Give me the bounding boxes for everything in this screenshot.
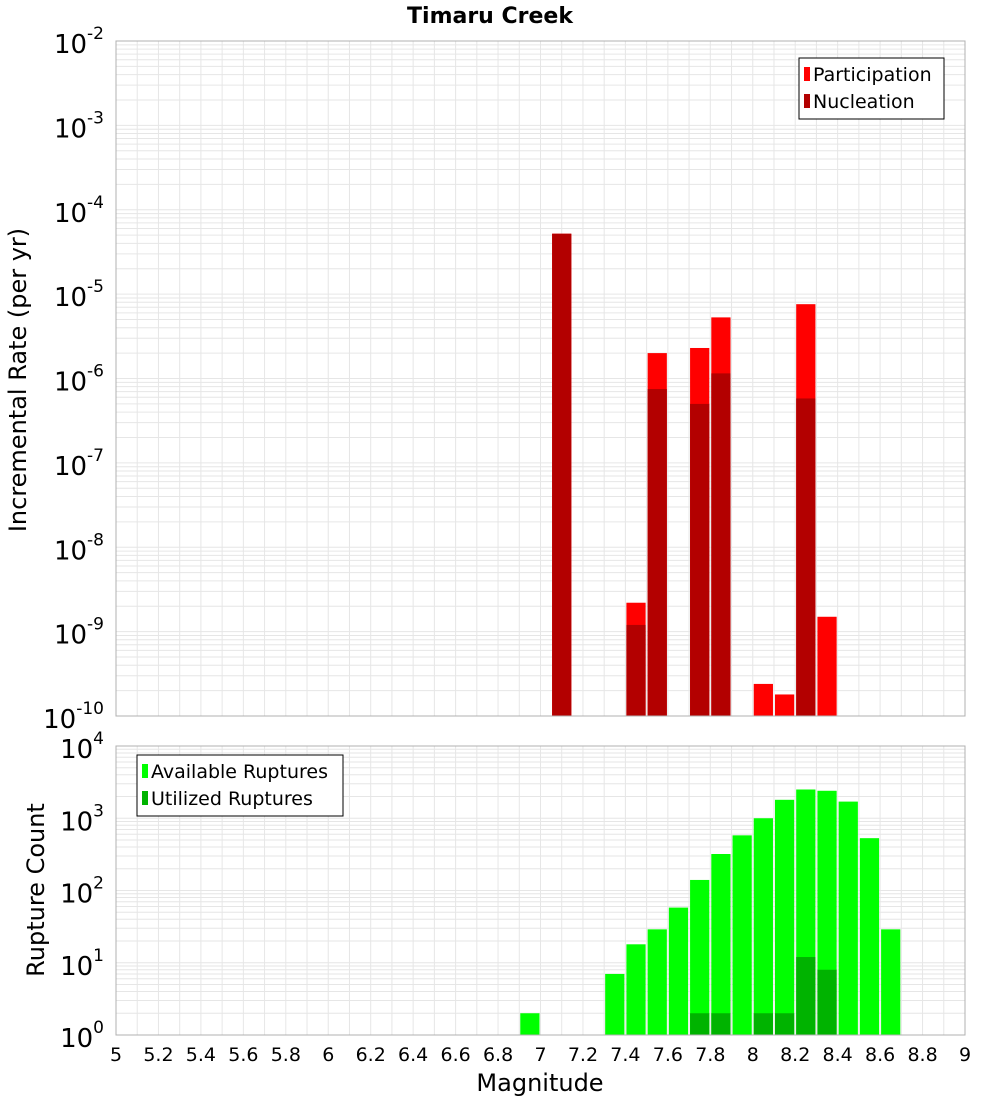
top-y-tick-label: 10-8 [54,530,104,566]
bottom-legend-swatch [142,764,148,778]
x-axis-label: Magnitude [476,1069,603,1097]
bottom-y-tick-label: 104 [60,729,104,765]
top-plot-frame [115,40,966,717]
x-tick-label: 5.8 [271,1044,301,1066]
bottom-legend-box [136,754,344,817]
bottom-bar [626,944,646,1035]
bottom-series-1 [690,957,837,1035]
x-tick-label: 6.6 [440,1044,470,1066]
x-tick-label: 6.8 [483,1044,513,1066]
top-y-tick-label: 10-4 [54,193,104,229]
x-tick-label: 5.2 [143,1044,173,1066]
top-y-tick-label: 10-6 [54,362,104,398]
bottom-y-tick-label: 101 [60,946,104,982]
bottom-bar [774,799,795,1035]
bottom-y-tick-label: 102 [60,874,104,910]
top-y-tick-label: 10-10 [43,699,104,735]
x-tick-label: 7.4 [610,1044,640,1066]
bottom-bar [690,879,710,1035]
x-tick-label: 5.6 [228,1044,258,1066]
x-tick-label: 8.4 [823,1044,853,1066]
bottom-bar [838,801,858,1035]
x-tick-label: 5.4 [186,1044,216,1066]
top-bar [647,389,667,716]
bottom-bar [711,1013,731,1035]
bottom-bar [753,1013,773,1035]
bottom-bar [796,957,816,1035]
x-tick-label: 6.4 [398,1044,428,1066]
bottom-legend: Available Ruptures Utilized Ruptures [136,754,344,817]
x-tick-labels: 5 5.2 5.4 5.6 5.8 6 6.2 6.4 6.6 6.8 7 7.2 7.4 7.6 7.8 8… [110,1044,971,1066]
top-bar [774,694,795,716]
bottom-bar [647,929,667,1035]
top-legend-label: Participation [813,64,932,86]
top-bar [796,398,816,716]
top-bar [753,683,773,716]
top-bar [711,373,731,716]
bottom-bar [732,835,752,1035]
chart-title: Timaru Creek [407,4,574,29]
x-tick-label: 8.2 [780,1044,810,1066]
bottom-series-0 [520,789,901,1035]
top-y-tick-label: 10-5 [54,277,104,313]
bottom-bar [859,838,880,1035]
top-legend-swatch [804,94,810,108]
bottom-y-tick-label: 103 [60,801,104,837]
x-tick-label: 8.6 [865,1044,895,1066]
bottom-legend-label: Utilized Ruptures [151,788,313,810]
bottom-bar [817,969,837,1035]
top-y-tick-label: 10-9 [54,615,104,651]
x-tick-label: 9 [959,1044,971,1066]
bottom-bar [690,1013,710,1035]
bottom-bar [668,907,689,1035]
bottom-bar [520,1013,540,1035]
top-legend-box [798,57,945,120]
top-y-tick-label: 10-2 [54,24,104,60]
x-tick-label: 8 [747,1044,759,1066]
x-tick-label: 7 [534,1044,546,1066]
top-y-axis-label: Incremental Rate (per yr) [4,228,32,532]
bottom-bar [605,973,625,1035]
top-plot-panel: 10-10 10-9 10-8 10-7 10-6 10-5 10-4 10-3 10-2 Par… [43,24,966,735]
x-tick-label: 7.8 [695,1044,725,1066]
bottom-bar [774,1013,795,1035]
x-tick-label: 5 [110,1044,122,1066]
top-legend-label: Nucleation [813,91,915,113]
top-bar [552,233,572,716]
x-tick-label: 7.6 [653,1044,683,1066]
bottom-bar [753,818,773,1035]
top-bar [690,403,710,716]
top-grid [115,41,966,717]
x-tick-label: 8.8 [907,1044,937,1066]
top-bar [817,616,837,716]
bottom-legend-swatch [142,791,148,805]
bottom-bar [711,854,731,1035]
bottom-legend-label: Available Ruptures [151,761,328,783]
bottom-bar [881,929,901,1035]
x-tick-label: 6 [322,1044,334,1066]
top-bar [626,624,646,716]
top-y-tick-label: 10-7 [54,446,104,482]
top-series-1 [552,233,816,716]
x-tick-label: 7.2 [568,1044,598,1066]
bottom-plot-frame [115,745,966,1036]
top-legend-swatch [804,67,810,81]
bottom-y-tick-label: 100 [60,1018,104,1054]
x-tick-label: 6.2 [356,1044,386,1066]
bottom-plot-panel: 100 101 102 103 104 Available Ruptures Utilize… [60,729,971,1066]
bottom-y-axis-label: Rupture Count [22,803,50,977]
top-y-tick-label: 10-3 [54,108,104,144]
top-legend: Participation Nucleation [798,57,945,120]
